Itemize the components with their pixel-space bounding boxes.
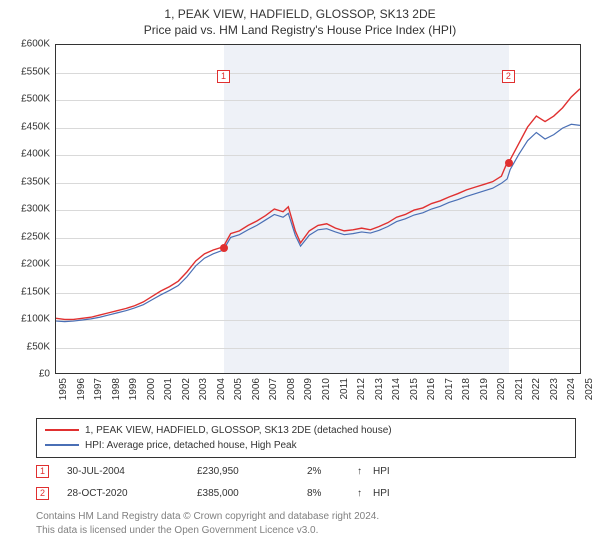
x-axis-label: 2017 (444, 378, 455, 400)
x-axis-label: 2001 (163, 378, 174, 400)
sales-row-date: 30-JUL-2004 (67, 466, 197, 477)
y-axis-label: £50K (0, 341, 50, 352)
legend-label: HPI: Average price, detached house, High… (85, 440, 297, 451)
y-axis-label: £600K (0, 39, 50, 50)
x-axis-label: 2021 (514, 378, 525, 400)
x-axis-label: 2004 (216, 378, 227, 400)
x-axis-label: 2000 (146, 378, 157, 400)
x-axis-label: 2007 (268, 378, 279, 400)
y-axis-label: £550K (0, 66, 50, 77)
x-axis-label: 2020 (496, 378, 507, 400)
legend-label: 1, PEAK VIEW, HADFIELD, GLOSSOP, SK13 2D… (85, 425, 392, 436)
x-axis-label: 2018 (461, 378, 472, 400)
x-axis-label: 2024 (566, 378, 577, 400)
chart-lines-svg (56, 45, 580, 373)
x-axis-label: 2005 (233, 378, 244, 400)
x-axis-label: 2015 (409, 378, 420, 400)
x-axis-label: 1998 (111, 378, 122, 400)
sale-marker-dot (505, 159, 513, 167)
x-axis-label: 1997 (93, 378, 104, 400)
sales-row-hpi-label: HPI (373, 466, 413, 477)
y-axis-label: £350K (0, 176, 50, 187)
x-axis-label: 2014 (391, 378, 402, 400)
series-hpi (56, 124, 580, 321)
y-axis-label: £300K (0, 204, 50, 215)
sales-row-pct: 2% (307, 466, 357, 477)
sales-row-price: £230,950 (197, 466, 307, 477)
x-axis-label: 2002 (181, 378, 192, 400)
title-line-2: Price paid vs. HM Land Registry's House … (0, 22, 600, 38)
x-axis-label: 2023 (549, 378, 560, 400)
plot-area: 12 (55, 44, 581, 374)
title-line-1: 1, PEAK VIEW, HADFIELD, GLOSSOP, SK13 2D… (0, 6, 600, 22)
x-axis-label: 2003 (198, 378, 209, 400)
x-axis-label: 2008 (286, 378, 297, 400)
legend-swatch (45, 444, 79, 446)
y-axis-label: £150K (0, 286, 50, 297)
sales-row-hpi-label: HPI (373, 488, 413, 499)
x-axis-label: 2019 (479, 378, 490, 400)
sales-row-marker: 2 (36, 487, 49, 500)
x-axis-label: 2013 (374, 378, 385, 400)
x-axis-label: 2016 (426, 378, 437, 400)
footer-attribution: Contains HM Land Registry data © Crown c… (36, 510, 576, 537)
x-axis-label: 2012 (356, 378, 367, 400)
sales-row: 2 28-OCT-2020£385,0008%↑HPI (36, 482, 576, 504)
legend-row: HPI: Average price, detached house, High… (45, 438, 567, 453)
x-axis-label: 1995 (58, 378, 69, 400)
sale-marker-flag: 1 (217, 70, 230, 83)
y-axis-label: £250K (0, 231, 50, 242)
y-axis-label: £450K (0, 121, 50, 132)
series-price_paid (56, 89, 580, 320)
footer-line-2: This data is licensed under the Open Gov… (36, 524, 576, 538)
x-axis-label: 2006 (251, 378, 262, 400)
up-arrow-icon: ↑ (357, 488, 373, 499)
y-axis-label: £200K (0, 259, 50, 270)
sales-row-pct: 8% (307, 488, 357, 499)
x-axis-label: 1996 (76, 378, 87, 400)
sales-row: 1 30-JUL-2004£230,9502%↑HPI (36, 460, 576, 482)
up-arrow-icon: ↑ (357, 466, 373, 477)
legend-swatch (45, 429, 79, 431)
x-axis-label: 1999 (128, 378, 139, 400)
x-axis-label: 2009 (303, 378, 314, 400)
legend-box: 1, PEAK VIEW, HADFIELD, GLOSSOP, SK13 2D… (36, 418, 576, 458)
sale-marker-dot (220, 244, 228, 252)
sales-row-price: £385,000 (197, 488, 307, 499)
y-axis-label: £0 (0, 369, 50, 380)
sales-row-date: 28-OCT-2020 (67, 488, 197, 499)
footer-line-1: Contains HM Land Registry data © Crown c… (36, 510, 576, 524)
y-axis-label: £500K (0, 94, 50, 105)
chart-title: 1, PEAK VIEW, HADFIELD, GLOSSOP, SK13 2D… (0, 0, 600, 38)
sales-row-marker: 1 (36, 465, 49, 478)
chart-container: 1, PEAK VIEW, HADFIELD, GLOSSOP, SK13 2D… (0, 0, 600, 560)
y-axis-label: £400K (0, 149, 50, 160)
x-axis-label: 2022 (531, 378, 542, 400)
sale-marker-flag: 2 (502, 70, 515, 83)
y-axis-label: £100K (0, 314, 50, 325)
x-axis-label: 2011 (339, 378, 350, 400)
sales-table: 1 30-JUL-2004£230,9502%↑HPI 2 28-OCT-2020£3… (36, 460, 576, 504)
x-axis-label: 2010 (321, 378, 332, 400)
x-axis-label: 2025 (584, 378, 595, 400)
legend-row: 1, PEAK VIEW, HADFIELD, GLOSSOP, SK13 2D… (45, 423, 567, 438)
